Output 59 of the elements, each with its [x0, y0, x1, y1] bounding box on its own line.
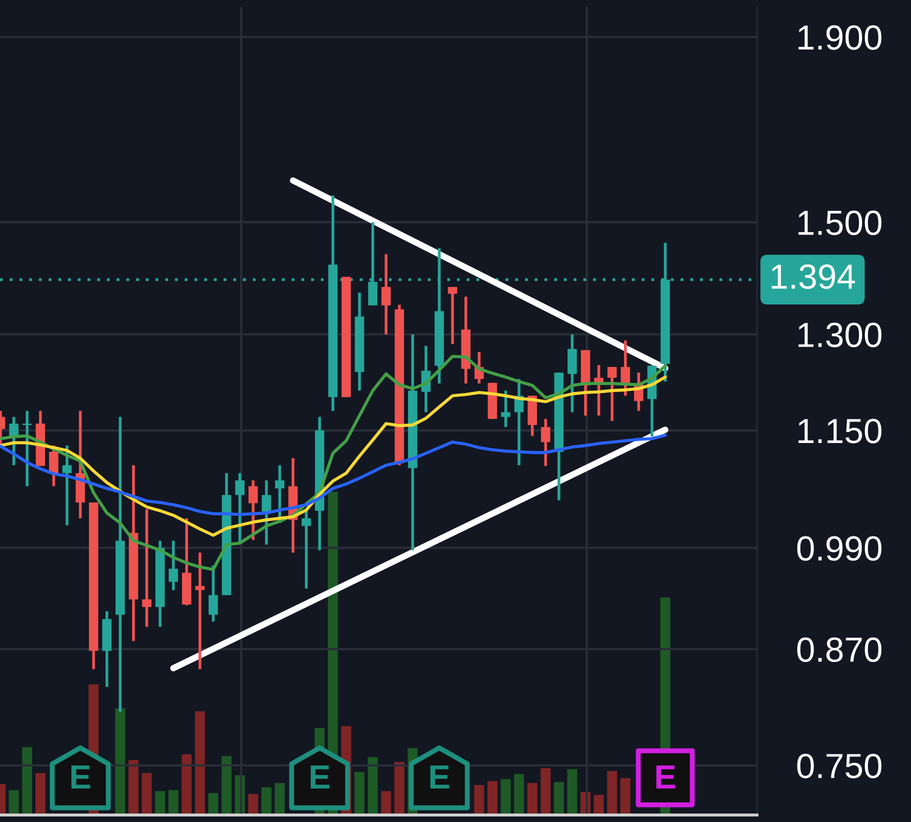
bar — [487, 781, 498, 815]
candlestick — [235, 472, 244, 544]
line-series — [0, 354, 667, 572]
y-tick-label: 1.500 — [798, 210, 882, 236]
bar — [620, 778, 630, 815]
candlestick — [501, 389, 510, 428]
bar — [594, 794, 604, 815]
candlestick — [248, 478, 258, 542]
candlestick — [607, 366, 617, 422]
candlestick — [620, 339, 630, 398]
annotation: E — [71, 766, 90, 788]
bar — [22, 747, 32, 815]
annotation: E — [430, 766, 450, 788]
candlestick — [540, 418, 550, 468]
candlestick — [142, 508, 152, 628]
y-tick-label: 1.900 — [798, 25, 882, 50]
bar — [514, 774, 524, 815]
bar — [128, 760, 138, 815]
bar — [35, 772, 46, 815]
line-series — [0, 434, 667, 516]
bar — [607, 771, 618, 815]
candlestick — [262, 478, 272, 546]
bar — [182, 754, 192, 815]
bar — [540, 768, 551, 815]
bar — [274, 783, 285, 815]
y-tick-label: 0.870 — [797, 637, 882, 662]
bar — [567, 769, 578, 815]
bar — [168, 790, 178, 815]
candlestick — [208, 564, 218, 624]
line-series — [0, 376, 667, 537]
bar — [115, 708, 126, 815]
bar — [261, 787, 272, 815]
candlestick — [62, 444, 72, 527]
y-tick-label: 0.750 — [797, 754, 882, 778]
candlestick — [168, 539, 178, 592]
bar — [394, 762, 404, 815]
y-tick-label: 1.150 — [798, 418, 882, 444]
y-tick-label: 1.300 — [798, 322, 882, 348]
bar — [8, 790, 19, 815]
candlestick — [381, 252, 391, 336]
y-tick-label: 0.990 — [797, 536, 882, 561]
bar — [381, 791, 392, 815]
bar — [554, 782, 564, 815]
bar — [354, 772, 364, 815]
bar — [155, 791, 166, 815]
bar — [368, 757, 378, 815]
bar — [222, 756, 232, 815]
bar — [474, 784, 484, 815]
bar — [527, 783, 538, 815]
candlestick — [302, 509, 311, 590]
bar — [142, 772, 152, 815]
candlestick — [448, 286, 458, 346]
ref-line-label: 1.394 — [772, 264, 855, 289]
bar — [194, 711, 205, 815]
bar — [248, 794, 258, 815]
bar — [500, 779, 511, 815]
candlestick — [195, 551, 205, 671]
annotation: E — [310, 766, 330, 788]
annotation: E — [656, 766, 676, 788]
